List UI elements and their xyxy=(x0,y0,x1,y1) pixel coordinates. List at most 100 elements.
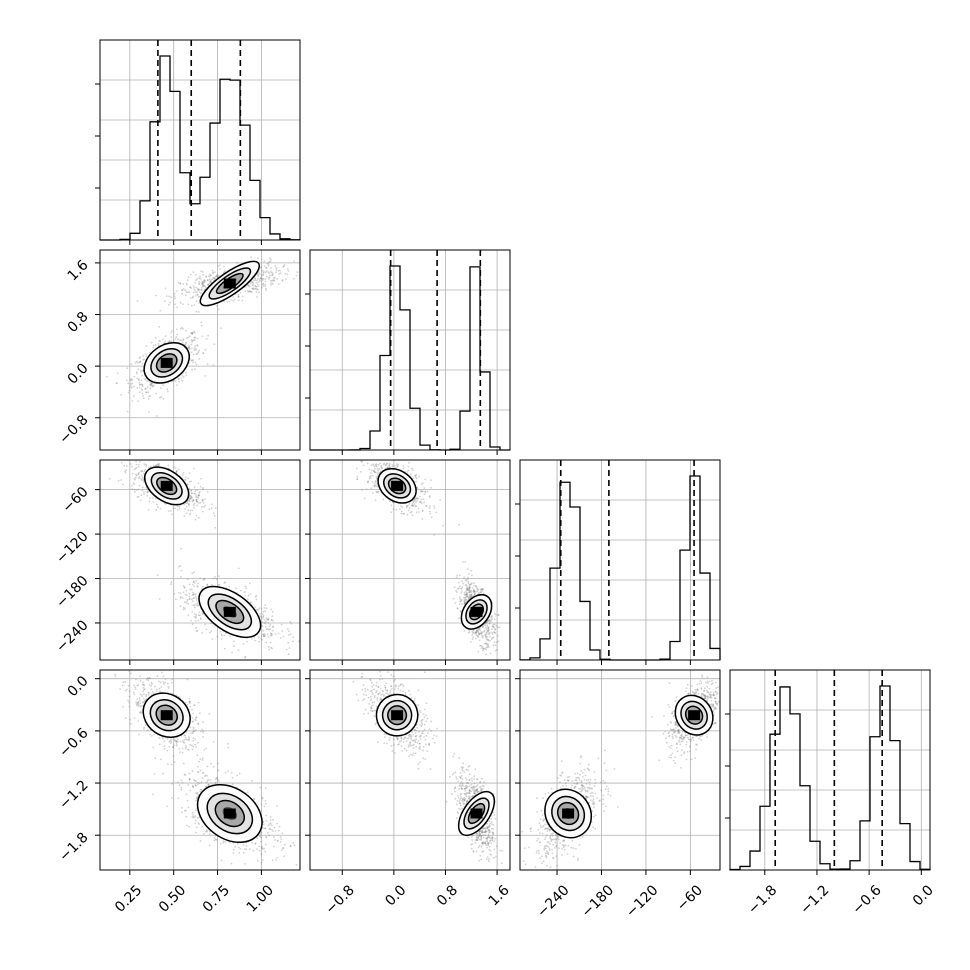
scatter-point xyxy=(487,638,489,641)
scatter-point xyxy=(256,279,258,282)
scatter-point xyxy=(187,336,189,339)
scatter-point xyxy=(188,347,191,350)
scatter-point xyxy=(157,343,160,345)
scatter-point xyxy=(233,640,235,643)
scatter-point xyxy=(493,641,496,644)
scatter-point xyxy=(480,591,482,594)
scatter-point xyxy=(491,615,493,618)
scatter-point xyxy=(138,357,141,359)
scatter-point xyxy=(182,606,185,609)
scatter-point xyxy=(131,465,134,468)
scatter-point xyxy=(267,636,270,638)
scatter-point xyxy=(492,644,495,647)
scatter-point xyxy=(468,591,471,593)
scatter-point xyxy=(138,386,141,389)
scatter-point xyxy=(488,633,490,636)
scatter-point xyxy=(390,511,392,514)
scatter-point xyxy=(137,720,140,722)
scatter-point xyxy=(285,648,288,651)
scatter-point xyxy=(458,574,461,577)
scatter-point xyxy=(188,291,191,293)
scatter-point xyxy=(210,507,213,510)
scatter-point xyxy=(194,718,197,721)
scatter-point xyxy=(252,287,255,289)
scatter-point xyxy=(269,258,272,261)
scatter-point xyxy=(197,495,200,497)
scatter-point xyxy=(140,693,142,696)
scatter-point xyxy=(180,575,182,578)
scatter-point xyxy=(168,510,170,512)
scatter-point xyxy=(220,327,222,330)
scatter-point xyxy=(265,289,268,291)
scatter-point xyxy=(191,748,194,751)
scatter-point xyxy=(250,637,253,640)
scatter-point xyxy=(180,547,183,550)
scatter-point xyxy=(134,478,136,481)
scatter-point xyxy=(456,574,459,577)
scatter-point xyxy=(170,581,173,584)
scatter-point xyxy=(105,375,108,378)
scatter-point xyxy=(237,295,240,298)
scatter-point xyxy=(252,283,255,286)
scatter-point xyxy=(135,372,138,375)
scatter-point xyxy=(192,285,195,287)
scatter-point xyxy=(167,687,170,689)
scatter-point xyxy=(175,743,178,745)
scatter-point xyxy=(192,271,195,273)
scatter-point xyxy=(148,692,150,694)
scatter-point xyxy=(158,325,161,328)
scatter-point xyxy=(143,688,146,691)
scatter-point xyxy=(254,277,257,280)
scatter-point xyxy=(191,333,194,335)
scatter-point xyxy=(261,277,264,280)
scatter-point xyxy=(131,484,133,487)
scatter-point xyxy=(368,476,371,478)
scatter-point xyxy=(192,499,195,501)
scatter-point xyxy=(223,634,226,637)
scatter-point xyxy=(199,295,201,298)
scatter-point xyxy=(152,346,155,349)
histogram-panel-frame xyxy=(519,459,721,661)
scatter-point xyxy=(421,509,424,512)
scatter-point xyxy=(197,723,200,725)
scatter-point xyxy=(193,571,195,574)
scatter-point xyxy=(185,744,187,747)
scatter-point xyxy=(402,465,405,467)
scatter-point xyxy=(162,675,165,677)
scatter-point xyxy=(189,588,192,591)
scatter-point xyxy=(202,274,205,276)
scatter-point xyxy=(144,724,147,726)
scatter-point xyxy=(158,598,161,600)
scatter-point xyxy=(128,701,131,704)
scatter-point xyxy=(262,271,265,274)
scatter-point xyxy=(215,578,218,581)
scatter-point xyxy=(267,646,270,648)
scatter-point xyxy=(277,283,280,285)
scatter-point xyxy=(257,291,260,294)
scatter-point xyxy=(134,688,137,690)
scatter-point xyxy=(235,587,238,590)
scatter-point xyxy=(268,261,270,263)
scatter-point xyxy=(180,377,183,379)
scatter-point xyxy=(272,277,275,279)
scatter-point xyxy=(129,382,132,385)
scatter-point xyxy=(170,296,173,299)
scatter-point xyxy=(192,726,195,729)
scatter-point xyxy=(185,371,187,374)
scatter-point xyxy=(197,288,200,291)
scatter-point xyxy=(185,282,188,285)
scatter-point xyxy=(155,294,158,297)
scatter-point xyxy=(201,282,203,284)
scatter-point xyxy=(201,335,204,338)
scatter-point xyxy=(137,400,140,402)
scatter-point xyxy=(135,474,138,477)
scatter-point xyxy=(293,260,296,263)
scatter-point xyxy=(268,625,271,628)
scatter-point xyxy=(455,576,458,579)
scatter-point xyxy=(162,397,165,400)
scatter-point xyxy=(146,386,149,388)
scatter-point xyxy=(259,612,262,615)
scatter-point xyxy=(478,639,481,641)
scatter-point xyxy=(191,332,194,334)
scatter-point xyxy=(191,623,194,626)
